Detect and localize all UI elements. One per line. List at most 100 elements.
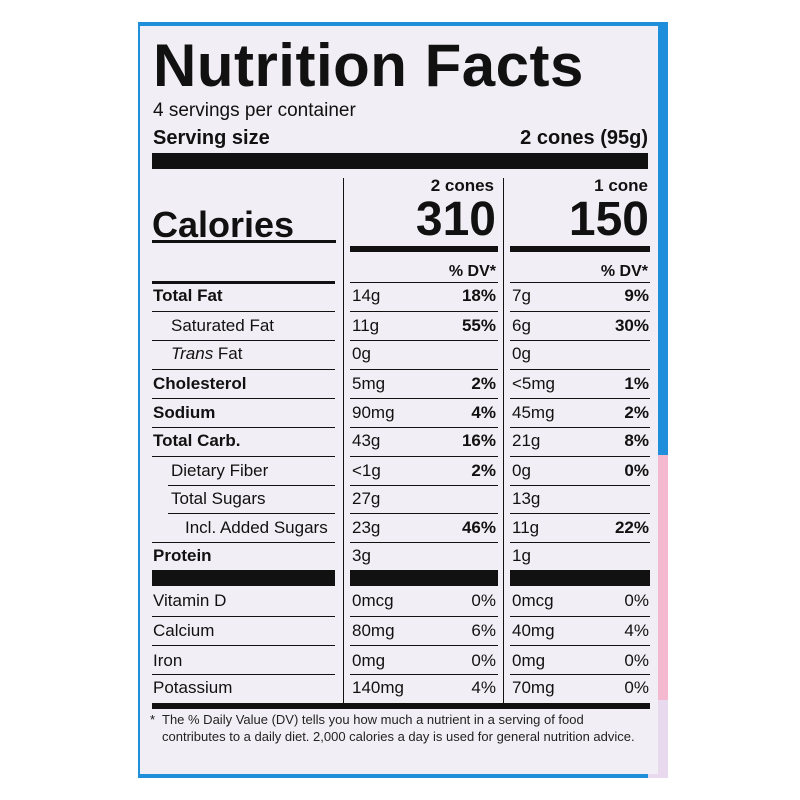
micronutrient-divider-col1 <box>350 570 498 586</box>
nutrient-amount-col2: 45mg <box>512 403 555 422</box>
nutrient-dv-col1: 18% <box>461 286 496 305</box>
nutrient-amount-col2: 11g <box>512 518 540 537</box>
micronutrient-amount-col2: 0mg <box>512 651 546 670</box>
calories-value-1-cone: 150 <box>568 193 649 246</box>
package-pink-stripe <box>655 455 668 735</box>
row-rule <box>350 616 498 617</box>
row-rule <box>510 542 650 543</box>
row-rule <box>510 398 650 399</box>
row-rule <box>350 485 498 486</box>
micronutrient-dv-col1: 4% <box>471 678 496 697</box>
row-rule <box>510 311 650 312</box>
micronutrient-divider-col2 <box>510 570 650 586</box>
nutrient-dv-col2: 22% <box>614 518 649 537</box>
micronutrient-dv-col1: 0% <box>471 651 496 670</box>
nutrient-name: Incl. Added Sugars <box>185 518 328 537</box>
calories-rule-col1 <box>350 246 498 252</box>
nutrition-label <box>140 26 658 774</box>
nutrient-amount-col2: 0g <box>512 344 531 363</box>
nutrient-amount-col1: 11g <box>352 316 380 335</box>
row-rule <box>350 311 498 312</box>
serving-size-value: 2 cones (95g) <box>520 127 648 149</box>
row-rule <box>350 542 498 543</box>
micronutrient-amount-col1: 140mg <box>352 678 404 697</box>
nutrient-name: Trans Fat <box>171 343 243 365</box>
nutrient-name: Cholesterol <box>153 374 247 393</box>
column-separator-2 <box>503 178 504 704</box>
nutrient-amount-col2: 1g <box>512 546 531 565</box>
micronutrient-amount-col1: 0mg <box>352 651 386 670</box>
micronutrient-dv-col1: 6% <box>471 621 496 640</box>
nutrient-dv-col1: 55% <box>461 316 496 335</box>
row-rule <box>350 369 498 370</box>
nutrient-amount-col1: 3g <box>352 546 371 565</box>
row-rule <box>152 369 335 370</box>
column-header-2-cones: 2 cones <box>430 176 494 195</box>
nutrient-dv-col1: 46% <box>461 518 496 537</box>
nutrient-dv-col1: 2% <box>471 461 496 480</box>
row-rule <box>510 485 650 486</box>
micronutrient-amount-col2: 0mcg <box>512 591 554 610</box>
micronutrient-amount-col1: 80mg <box>352 621 395 640</box>
row-rule <box>152 398 335 399</box>
column-header-1-cone: 1 cone <box>594 176 648 195</box>
nutrient-dv-col2: 1% <box>624 374 649 393</box>
thick-divider <box>152 153 648 169</box>
nutrient-dv-col1: 16% <box>461 431 496 450</box>
nutrient-name: Sodium <box>153 403 216 422</box>
nutrient-dv-col1: 2% <box>471 374 496 393</box>
micronutrient-dv-col2: 0% <box>624 651 649 670</box>
nutrients-rule-name <box>152 281 335 284</box>
micronutrient-name: Calcium <box>153 621 215 640</box>
row-rule <box>152 456 335 457</box>
nutrient-amount-col1: <1g <box>352 461 381 480</box>
serving-size-label: Serving size <box>153 127 270 149</box>
row-rule <box>510 645 650 646</box>
row-rule <box>152 674 335 675</box>
micronutrient-amount-col1: 0mcg <box>352 591 394 610</box>
nutrient-amount-col1: 0g <box>352 344 371 363</box>
label-title: Nutrition Facts <box>153 32 584 99</box>
nutrient-name: Total Sugars <box>171 489 266 508</box>
row-rule <box>168 485 335 486</box>
micronutrient-dv-col2: 0% <box>624 678 649 697</box>
nutrient-amount-col2: 0g <box>512 461 531 480</box>
nutrient-amount-col2: 21g <box>512 431 541 450</box>
nutrient-amount-col1: 27g <box>352 489 381 508</box>
nutrient-dv-col1: 4% <box>471 403 496 422</box>
nutrient-dv-col2: 30% <box>614 316 649 335</box>
nutrient-name: Saturated Fat <box>171 316 275 335</box>
row-rule <box>350 427 498 428</box>
nutrient-amount-col1: 43g <box>352 431 381 450</box>
nutrient-amount-col1: 14g <box>352 286 381 305</box>
column-separator-1 <box>343 178 344 704</box>
row-rule <box>510 456 650 457</box>
footnote-text: The % Daily Value (DV) tells you how muc… <box>162 712 635 744</box>
calories-label: Calories <box>152 204 295 245</box>
nutrient-dv-col2: 2% <box>624 403 649 422</box>
dv-header-col2: % DV* <box>600 263 648 280</box>
row-rule <box>152 645 335 646</box>
nutrient-dv-col2: 9% <box>624 286 649 305</box>
nutrient-name: Dietary Fiber <box>171 461 269 480</box>
nutrient-dv-col2: 0% <box>624 461 649 480</box>
nutrient-dv-col2: 8% <box>624 431 649 450</box>
row-rule <box>510 513 650 514</box>
micronutrient-dv-col2: 4% <box>624 621 649 640</box>
calories-value-2-cones: 310 <box>415 193 496 246</box>
trans-italic: Trans <box>171 344 214 363</box>
row-rule <box>168 513 335 514</box>
row-rule <box>350 398 498 399</box>
row-rule <box>510 427 650 428</box>
row-rule <box>152 616 335 617</box>
row-rule <box>152 427 335 428</box>
servings-per-container: 4 servings per container <box>153 100 356 121</box>
micronutrient-amount-col2: 70mg <box>512 678 555 697</box>
micronutrient-dv-col2: 0% <box>624 591 649 610</box>
nutrient-amount-col2: <5mg <box>512 374 555 393</box>
footnote-divider <box>152 703 650 709</box>
nutrient-amount-col1: 90mg <box>352 403 395 422</box>
row-rule <box>510 674 650 675</box>
nutrient-amount-col2: 6g <box>512 316 531 335</box>
nutrient-amount-col1: 23g <box>352 518 381 537</box>
